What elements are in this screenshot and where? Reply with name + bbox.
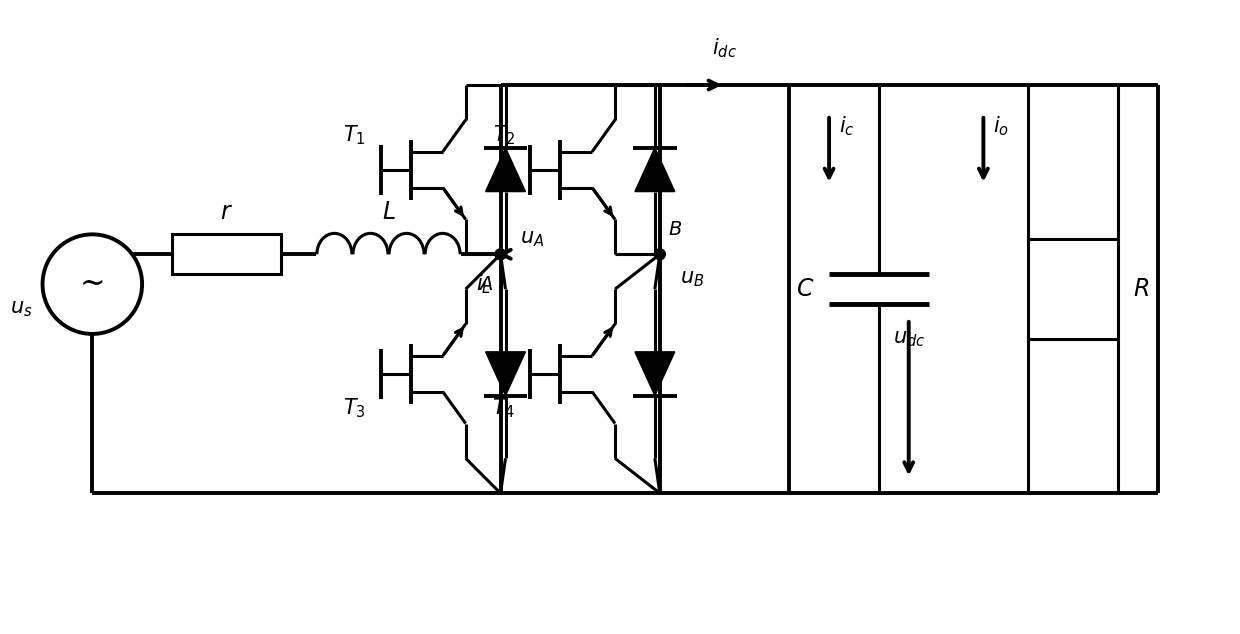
Circle shape <box>42 235 143 334</box>
Text: $T_1$: $T_1$ <box>343 123 366 146</box>
Text: $i_{dc}$: $i_{dc}$ <box>712 37 737 60</box>
Text: $L$: $L$ <box>382 200 396 224</box>
Text: $u_s$: $u_s$ <box>10 299 32 319</box>
Text: $B$: $B$ <box>668 221 682 240</box>
Bar <box>1028 240 1117 339</box>
Text: $i_o$: $i_o$ <box>993 115 1009 138</box>
Text: $u_A$: $u_A$ <box>521 230 544 249</box>
Text: $A$: $A$ <box>479 276 494 294</box>
Text: $u_{dc}$: $u_{dc}$ <box>893 329 925 349</box>
Polygon shape <box>486 148 526 191</box>
Polygon shape <box>486 352 526 396</box>
Text: $i_c$: $i_c$ <box>839 115 854 138</box>
Text: $u_B$: $u_B$ <box>680 269 704 289</box>
Text: $C$: $C$ <box>796 277 815 301</box>
Bar <box>172 235 281 274</box>
Text: $R$: $R$ <box>1133 277 1149 301</box>
Text: $r$: $r$ <box>221 200 233 224</box>
Text: $i_L$: $i_L$ <box>476 272 491 296</box>
Text: $T_3$: $T_3$ <box>343 397 366 420</box>
Circle shape <box>495 249 506 260</box>
Polygon shape <box>635 148 675 191</box>
Polygon shape <box>635 352 675 396</box>
Text: ~: ~ <box>79 269 105 300</box>
Circle shape <box>655 249 666 260</box>
Text: $T_4$: $T_4$ <box>492 397 516 420</box>
Text: $T_2$: $T_2$ <box>492 123 516 146</box>
